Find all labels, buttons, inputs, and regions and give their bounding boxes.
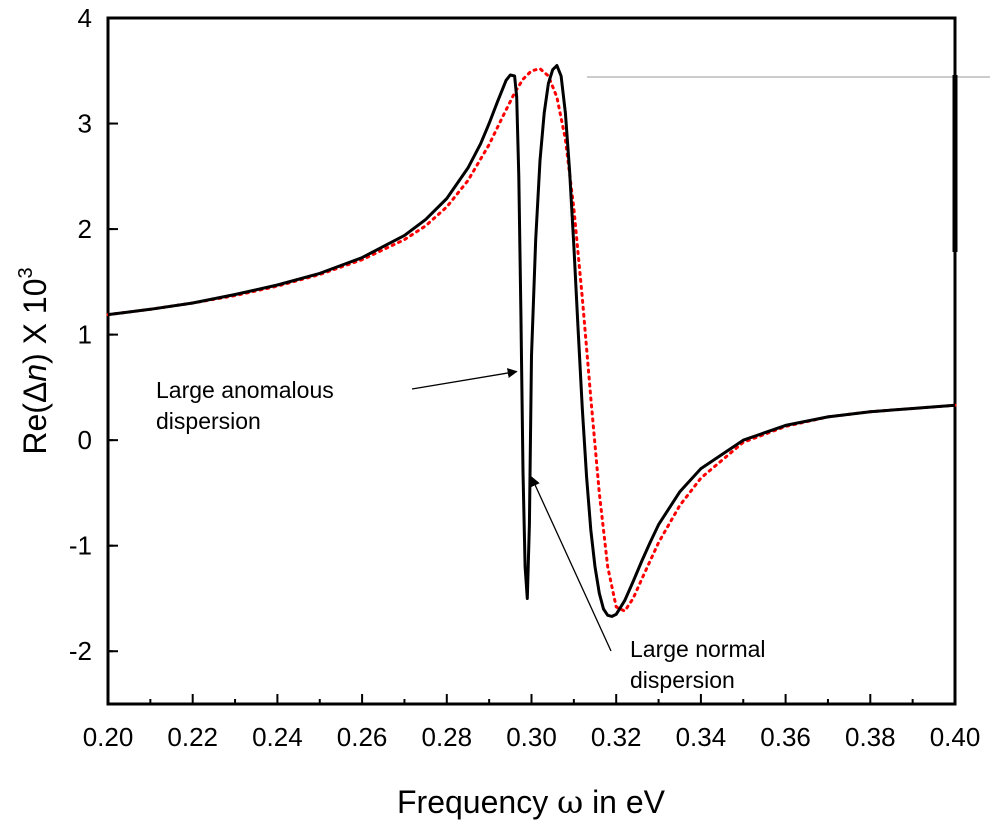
annotation-layer: Large anomalous dispersion Large normal dis… bbox=[156, 368, 766, 693]
annotation-text: dispersion bbox=[630, 667, 735, 693]
x-tick-label: 0.38 bbox=[845, 722, 896, 752]
series-line-dotted bbox=[106, 67, 957, 613]
x-tick-label: 0.26 bbox=[337, 722, 388, 752]
x-axis-ticks: 0.20 0.22 0.24 0.26 0.28 0.30 0.32 0.34 0.36 0.38… bbox=[83, 694, 981, 752]
y-tick-label: -1 bbox=[69, 531, 92, 561]
annotation-text: dispersion bbox=[156, 408, 261, 434]
y-tick-label: 1 bbox=[78, 320, 92, 350]
x-tick-label: 0.22 bbox=[167, 722, 218, 752]
x-tick-label: 0.32 bbox=[591, 722, 642, 752]
annotation-arrow bbox=[530, 476, 612, 652]
y-tick-label: 0 bbox=[78, 425, 92, 455]
y-tick-label: 4 bbox=[78, 3, 92, 33]
x-tick-label: 0.28 bbox=[421, 722, 472, 752]
y-tick-label: -2 bbox=[69, 636, 92, 666]
x-axis-title: Frequency ω in eV bbox=[397, 783, 666, 821]
x-tick-label: 0.36 bbox=[760, 722, 811, 752]
x-tick-label: 0.24 bbox=[252, 722, 303, 752]
series-line-solid bbox=[107, 64, 956, 618]
y-axis-title: Re(Δn) X 103 bbox=[15, 267, 53, 454]
annotation-arrow bbox=[411, 368, 518, 390]
y-tick-label: 3 bbox=[78, 109, 92, 139]
x-tick-label: 0.40 bbox=[930, 722, 981, 752]
x-tick-label: 0.20 bbox=[83, 722, 134, 752]
annotation-text: Large normal bbox=[630, 636, 766, 662]
x-tick-label: 0.34 bbox=[676, 722, 727, 752]
y-axis-ticks: -2 -1 0 1 2 3 4 bbox=[69, 3, 118, 666]
annotation-text: Large anomalous bbox=[156, 377, 334, 403]
y-tick-label: 2 bbox=[78, 214, 92, 244]
x-tick-label: 0.30 bbox=[506, 722, 557, 752]
series-layer bbox=[106, 64, 957, 618]
